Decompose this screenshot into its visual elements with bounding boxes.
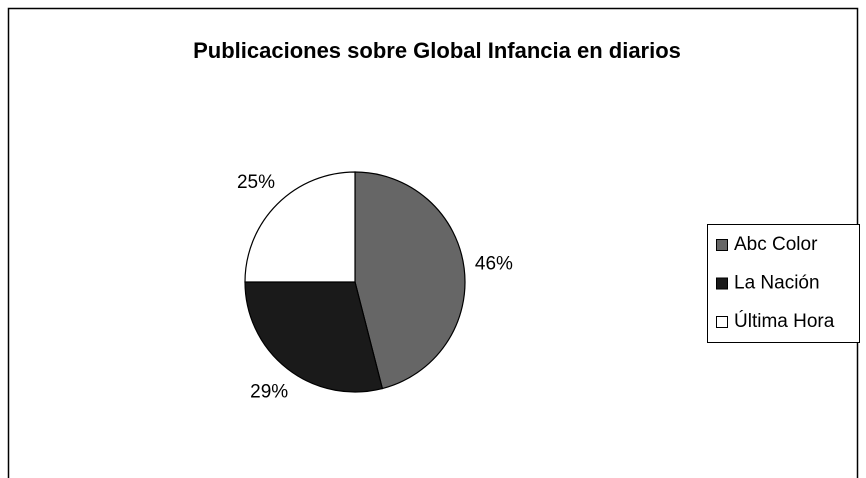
legend-box xyxy=(707,224,860,343)
pie-slice xyxy=(244,171,356,283)
legend-label: Última Hora xyxy=(734,310,835,332)
legend-swatch xyxy=(716,277,728,290)
data-label: 29% xyxy=(250,382,288,403)
chart-title: Publicaciones sobre Global Infancia en d… xyxy=(193,38,681,63)
pie-slice xyxy=(244,281,384,393)
legend-label: La Nación xyxy=(734,273,820,294)
data-label: 46% xyxy=(475,253,513,274)
legend-swatch xyxy=(716,239,728,251)
pie-slice xyxy=(354,171,466,390)
legend-label: Abc Color xyxy=(734,234,818,255)
data-label: 25% xyxy=(237,172,275,193)
legend-swatch xyxy=(716,316,728,328)
